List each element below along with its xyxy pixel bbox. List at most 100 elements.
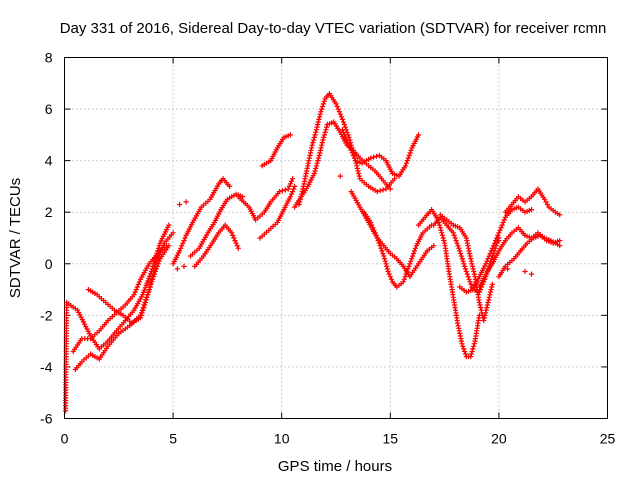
data-point-track-21 (557, 212, 563, 218)
data-point-track-17 (439, 232, 445, 238)
data-point-track-7 (229, 230, 235, 236)
data-point-track-13 (348, 147, 354, 153)
data-point-track-4 (143, 297, 149, 303)
data-point-track-9 (291, 186, 297, 192)
data-point-track-19 (483, 261, 489, 267)
data-point-track-17 (469, 348, 475, 355)
data-point-track-14 (402, 274, 408, 280)
data-point-track-12 (322, 129, 328, 135)
data-point-track-17 (437, 225, 443, 231)
data-point-track-19 (501, 217, 507, 223)
data-point-track-18 (488, 287, 494, 293)
data-point-track-11 (380, 187, 386, 193)
data-point-track-7 (231, 235, 237, 241)
data-point-track-4 (145, 292, 151, 298)
data-point-track-16 (451, 232, 457, 238)
data-point-track-3 (134, 284, 140, 290)
data-point-outliers (522, 268, 528, 275)
data-point-track-11 (320, 101, 326, 107)
data-point-track-4 (166, 243, 172, 249)
data-point-track-14 (381, 256, 388, 262)
data-point-track-11 (311, 134, 317, 140)
data-point-track-13 (349, 150, 355, 156)
x-axis-title: GPS time / hours (278, 458, 392, 475)
plot-frame (64, 57, 608, 419)
data-point-track-4 (151, 271, 158, 277)
data-point-track-14 (407, 261, 413, 267)
grid (64, 57, 608, 419)
data-point-track-4 (156, 258, 162, 264)
y-tick-label: -6 (40, 411, 53, 427)
data-point-track-15 (431, 243, 437, 249)
data-point-track-3 (135, 281, 141, 287)
data-point-track-14 (379, 248, 385, 254)
chart-title: Day 331 of 2016, Sidereal Day-to-day VTE… (60, 20, 607, 37)
data-point-track-17 (438, 227, 444, 233)
data-point-track-16 (458, 250, 464, 257)
data-point-track-3 (132, 289, 138, 295)
y-tick-label: -4 (40, 359, 53, 375)
data-point-track-8 (287, 181, 293, 187)
data-point-track-16 (459, 256, 465, 262)
x-tick-label: 15 (383, 431, 399, 447)
data-point-track-14 (382, 258, 388, 264)
data-point-track-3 (136, 279, 142, 285)
data-point-track-20 (557, 243, 563, 249)
data-point-track-11 (311, 137, 317, 143)
data-point-track-16 (460, 258, 466, 264)
data-point-track-4 (142, 299, 148, 306)
data-point-track-17 (435, 217, 441, 223)
data-point-track-4 (146, 289, 152, 295)
data-point-track-16 (457, 248, 463, 254)
data-point-track-19 (495, 232, 501, 238)
data-point-track-14 (387, 274, 393, 280)
data-point-track-17 (436, 222, 443, 228)
data-point-track-14 (381, 253, 387, 259)
data-point-track-14 (406, 263, 412, 269)
data-point-track-17 (436, 219, 442, 226)
data-point-track-13 (341, 129, 347, 135)
data-point-track-17 (460, 343, 466, 349)
data-point-track-14 (384, 266, 390, 272)
data-point-track-19 (497, 227, 503, 233)
data-point-track-5 (177, 248, 183, 254)
data-point-track-13 (404, 158, 410, 164)
data-point-track-14 (378, 245, 384, 251)
data-point-track-11 (374, 189, 380, 195)
data-point-track-17 (462, 348, 468, 355)
data-point-track-12 (387, 186, 393, 192)
data-point-track-19 (487, 250, 493, 257)
data-point-track-16 (464, 271, 470, 277)
data-point-track-14 (409, 256, 415, 262)
data-point-track-19 (528, 207, 535, 213)
data-point-track-11 (334, 103, 340, 110)
data-point-track-11 (338, 114, 344, 120)
data-point-track-11 (312, 132, 318, 138)
data-point-track-4 (138, 312, 144, 318)
data-point-track-19 (490, 243, 497, 249)
data-point-track-10 (287, 132, 293, 138)
data-point-track-4 (153, 266, 159, 272)
data-point-track-16 (455, 243, 461, 249)
data-point-track-5 (182, 235, 188, 241)
data-point-track-12 (313, 163, 320, 169)
data-point-track-14 (410, 253, 416, 259)
data-point-outliers (496, 238, 502, 244)
data-point-track-16 (468, 281, 474, 287)
data-point-track-18 (485, 299, 491, 306)
data-point-track-11 (321, 98, 327, 104)
data-point-track-12 (311, 170, 317, 177)
x-tick-label: 10 (274, 431, 290, 447)
data-point-track-13 (405, 155, 411, 161)
data-point-outliers (174, 266, 180, 272)
axis-ticks: 0 5 10 15 20 25 -6 -4 -2 0 2 4 6 8 (40, 50, 615, 447)
data-point-track-11 (336, 109, 342, 115)
data-point-outliers (183, 199, 189, 205)
data-point-track-19 (489, 245, 495, 251)
data-point-track-12 (323, 127, 329, 133)
data-point-outliers (337, 173, 343, 179)
data-point-track-17 (441, 238, 447, 244)
data-point-track-8 (285, 186, 291, 192)
data-point-track-12 (313, 165, 319, 171)
data-point-track-13 (408, 147, 414, 153)
